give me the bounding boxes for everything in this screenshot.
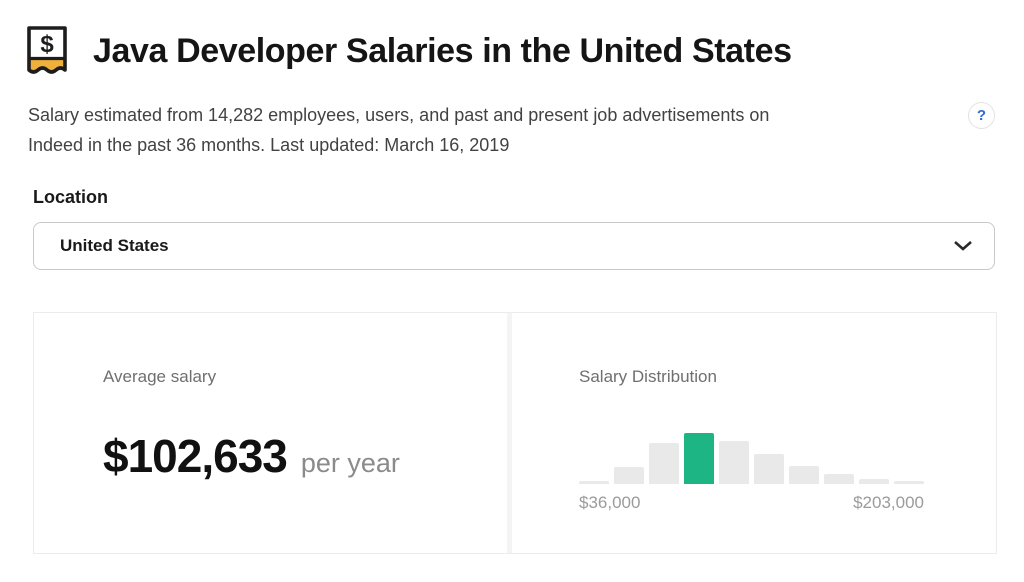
salary-card: Average salary $102,633 per year Salary …	[33, 312, 997, 554]
distribution-bar	[614, 467, 644, 484]
distribution-axis-row: $36,000 $203,000	[579, 493, 924, 513]
distribution-bar-highlighted	[684, 433, 714, 484]
average-salary-amount: $102,633	[103, 430, 288, 482]
location-select-value: United States	[60, 236, 169, 255]
page-header: $ Java Developer Salaries in the United …	[24, 24, 995, 78]
salary-distribution-panel: Salary Distribution $36,000 $203,000	[512, 313, 996, 553]
average-salary-panel: Average salary $102,633 per year	[34, 313, 512, 553]
average-salary-label: Average salary	[103, 367, 217, 386]
page-title: Java Developer Salaries in the United St…	[93, 31, 792, 70]
location-label: Location	[33, 187, 108, 207]
salary-distribution-chart	[579, 432, 924, 484]
question-mark-icon: ?	[976, 107, 987, 124]
distribution-bar	[859, 479, 889, 484]
distribution-bar	[789, 466, 819, 484]
axis-max-label: $203,000	[853, 493, 924, 512]
salary-distribution-label: Salary Distribution	[579, 367, 717, 386]
average-salary-value-row: $102,633 per year	[103, 429, 507, 483]
distribution-bar	[824, 474, 854, 484]
distribution-bar	[649, 443, 679, 484]
distribution-bar	[719, 441, 749, 484]
location-select[interactable]: United States	[33, 222, 995, 270]
salary-page: $ Java Developer Salaries in the United …	[24, 24, 997, 554]
badge-dollar-glyph: $	[40, 31, 54, 58]
distribution-bar	[754, 454, 784, 484]
salary-estimate-description: Salary estimated from 14,282 employees, …	[28, 100, 769, 160]
chevron-down-icon	[954, 241, 972, 251]
help-button[interactable]: ?	[968, 102, 995, 129]
distribution-bar	[579, 481, 609, 484]
description-line-2: Indeed in the past 36 months. Last updat…	[28, 135, 510, 155]
distribution-bar	[894, 481, 924, 484]
description-line-1: Salary estimated from 14,282 employees, …	[28, 105, 770, 125]
average-salary-period: per year	[300, 448, 400, 478]
axis-min-label: $36,000	[579, 493, 641, 512]
salary-receipt-icon: $	[27, 26, 67, 74]
description-row: Salary estimated from 14,282 employees, …	[24, 100, 995, 160]
